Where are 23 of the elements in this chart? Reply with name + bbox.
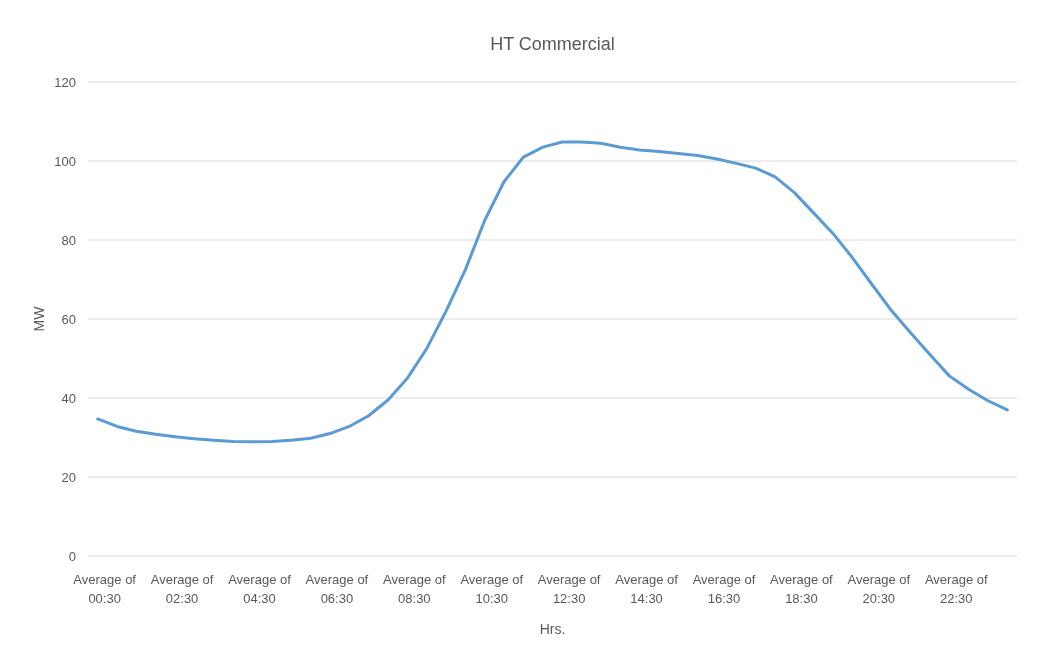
x-tick-label: Average of 12:30 <box>537 572 601 606</box>
x-tick-label: Average of 10:30 <box>460 572 524 606</box>
chart-title: HT Commercial <box>490 34 615 54</box>
x-tick-label: Average of 04:30 <box>228 572 292 606</box>
x-axis-title: Hrs. <box>539 621 566 637</box>
y-tick-label: 0 <box>68 548 76 564</box>
x-tick-label: Average of 22:30 <box>924 572 988 606</box>
x-tick-label: Average of 14:30 <box>615 572 679 606</box>
y-tick-label: 60 <box>61 311 76 327</box>
line-series <box>96 140 1009 444</box>
y-tick-label: 120 <box>54 74 76 90</box>
x-tick-label: Average of 16:30 <box>692 572 756 606</box>
x-tick-label: Average of 20:30 <box>847 572 911 606</box>
x-tick-label: Average of 18:30 <box>770 572 834 606</box>
y-tick-label: 40 <box>61 390 76 406</box>
y-tick-label: 20 <box>61 469 76 485</box>
x-tick-label: Average of 06:30 <box>305 572 369 606</box>
x-tick-label: Average of 02:30 <box>150 572 214 606</box>
x-tick-label: Average of 08:30 <box>383 572 447 606</box>
y-tick-label: 80 <box>61 232 76 248</box>
y-tick-label: 100 <box>54 153 76 169</box>
x-tick-label: Average of 00:30 <box>73 572 137 606</box>
y-axis-title: MW <box>31 305 47 332</box>
